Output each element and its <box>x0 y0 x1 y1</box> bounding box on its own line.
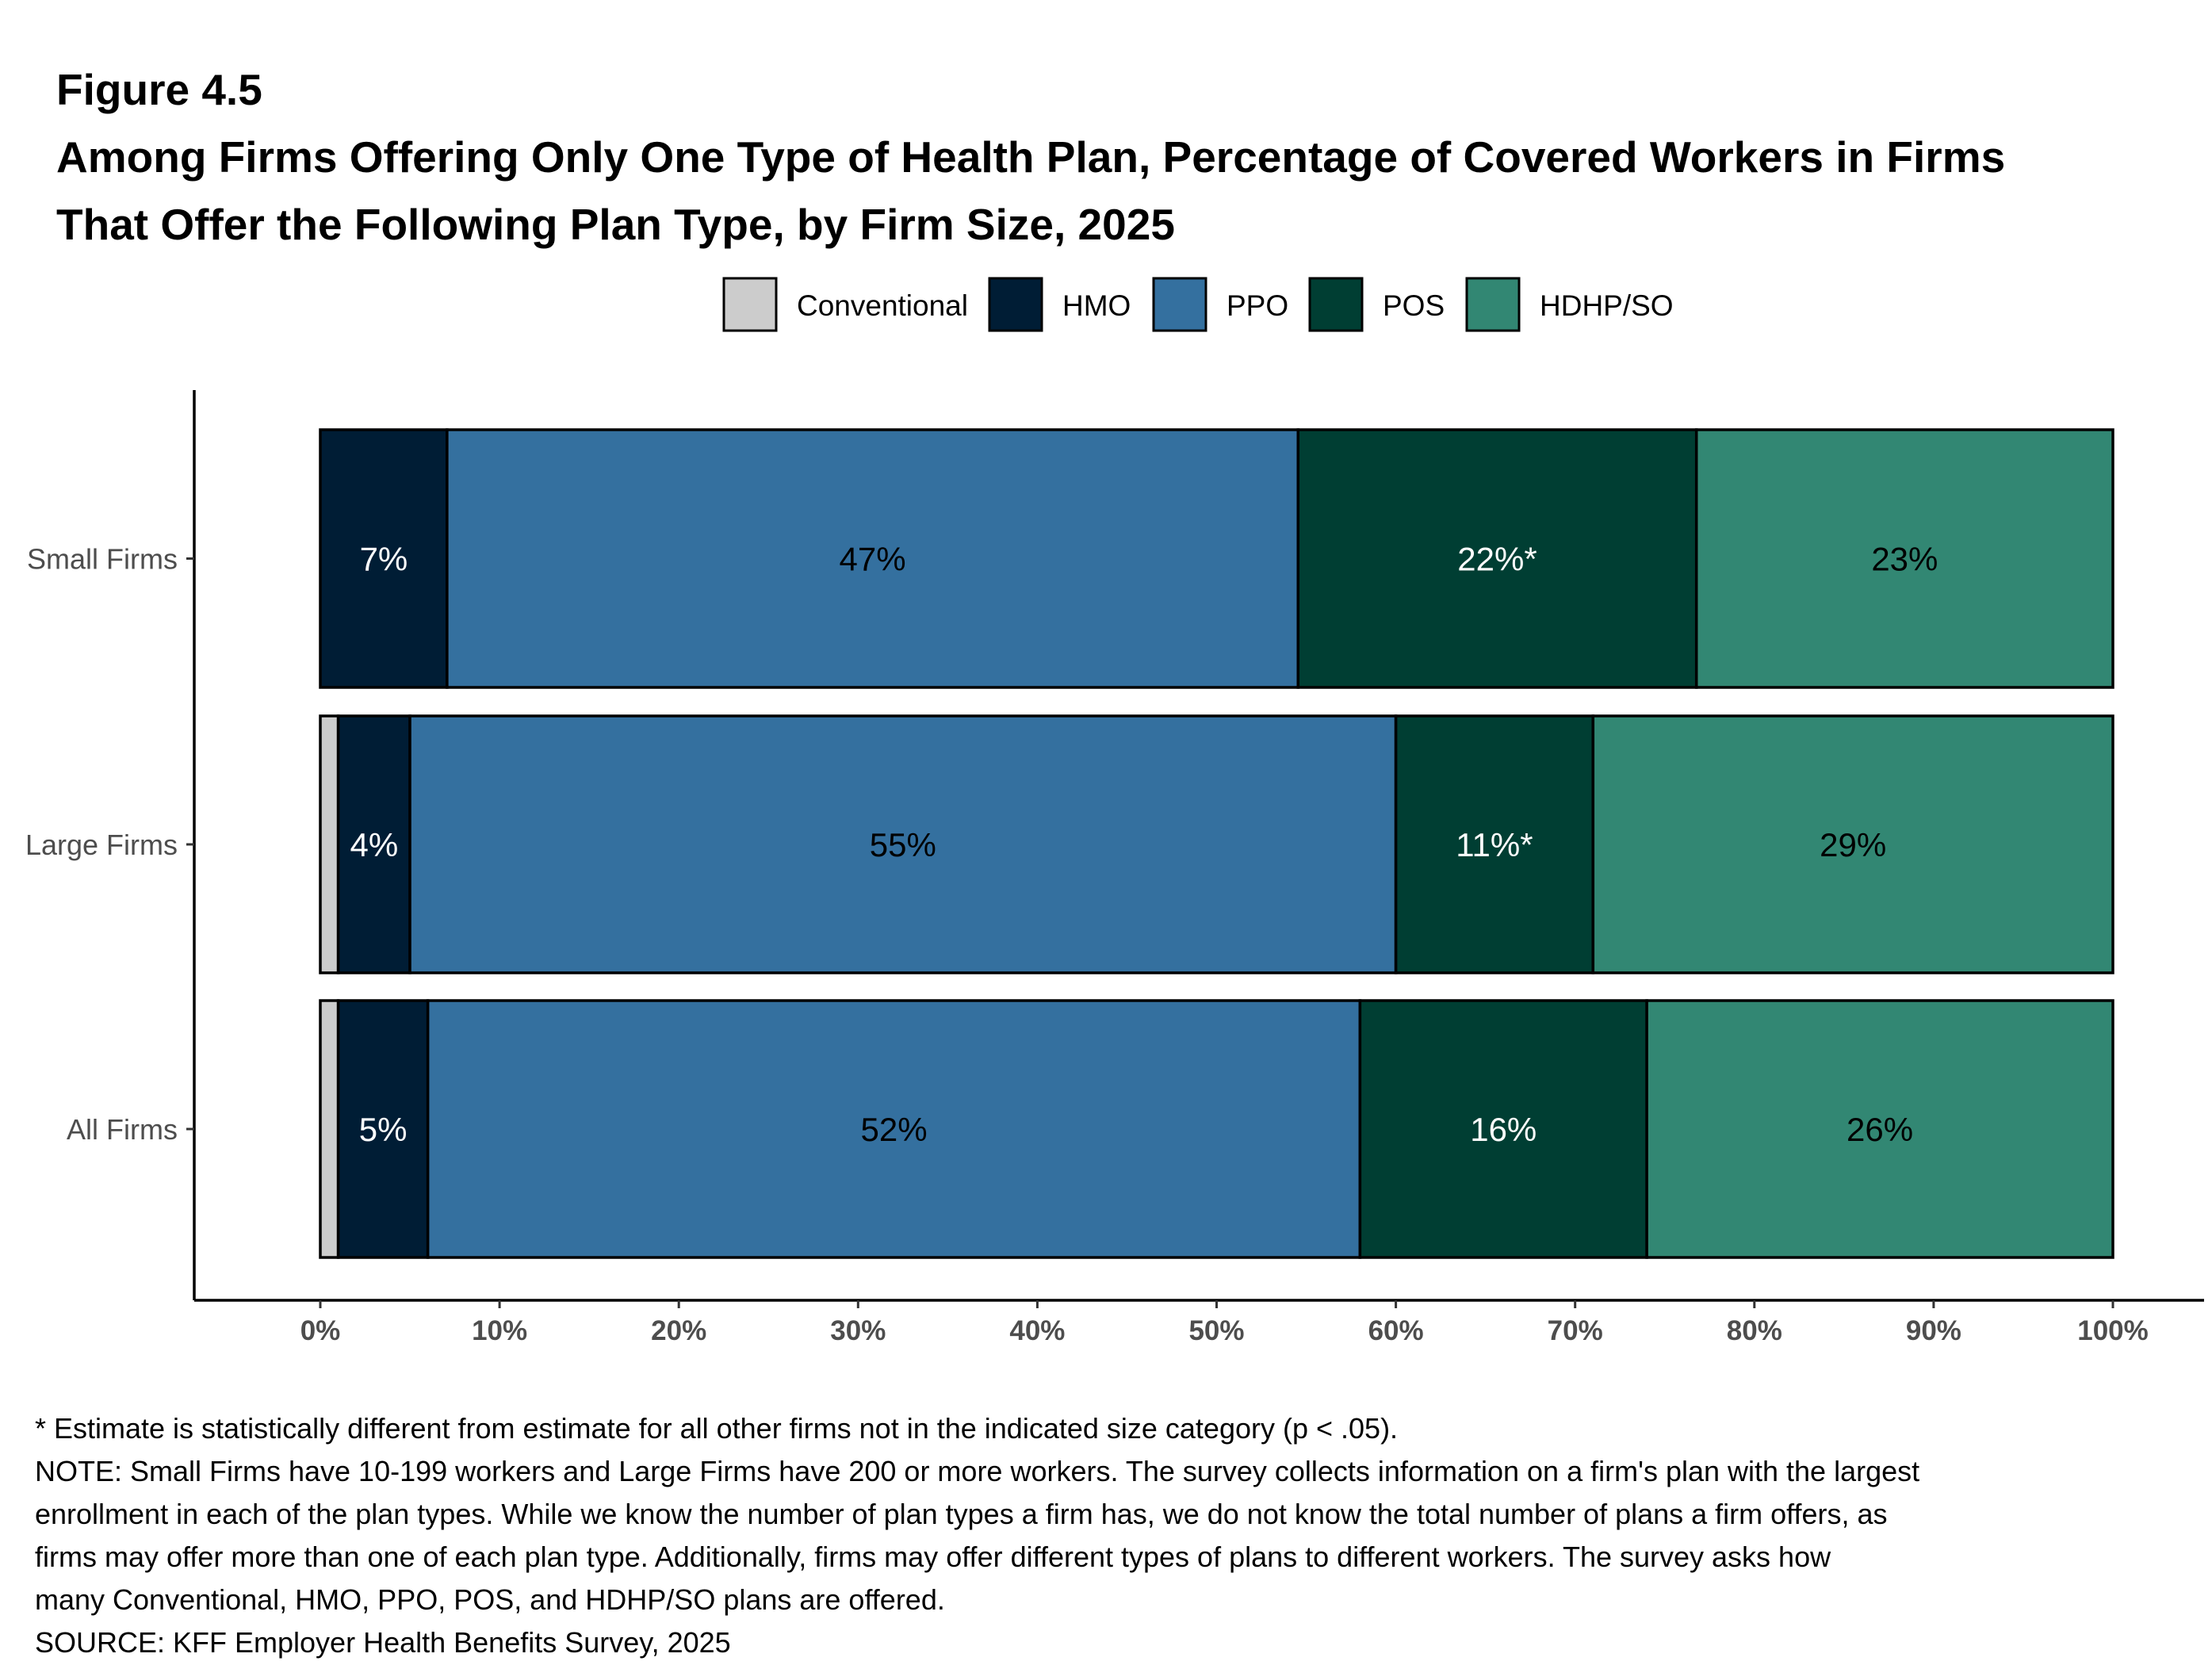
legend-swatch-hdhpso <box>1465 277 1521 332</box>
x-tick-label: 30% <box>830 1315 886 1346</box>
data-label: 16% <box>1470 1111 1537 1148</box>
legend-swatch-ppo <box>1152 277 1207 332</box>
x-tick-label: 100% <box>2077 1315 2149 1346</box>
x-tick-label: 40% <box>1009 1315 1065 1346</box>
data-label: 29% <box>1820 826 1886 863</box>
bar-segment-ppo <box>408 714 1398 974</box>
x-tick-label: 80% <box>1727 1315 1782 1346</box>
footnote-note-4: many Conventional, HMO, PPO, POS, and HD… <box>35 1583 945 1616</box>
y-tick-label: All Firms <box>67 1113 178 1146</box>
bar-segment-hdhpso <box>1694 428 2114 689</box>
bar-segment-conventional <box>319 999 340 1259</box>
bar-segment-ppo <box>426 999 1362 1259</box>
legend-label: POS <box>1383 289 1445 322</box>
legend-swatch-hmo <box>988 277 1043 332</box>
footnote-note-2: enrollment in each of the plan types. Wh… <box>35 1498 1888 1530</box>
legend-label: PPO <box>1227 289 1288 322</box>
bar-segment-conventional <box>319 714 340 974</box>
bar-segment-pos <box>1358 999 1648 1259</box>
data-label: 26% <box>1847 1111 1913 1148</box>
legend-swatch-conventional <box>722 277 778 332</box>
figure-label: Figure 4.5 <box>56 65 262 114</box>
legend-label: Conventional <box>797 289 968 322</box>
footnote-significance: * Estimate is statistically different fr… <box>35 1412 1399 1445</box>
data-label: 47% <box>840 541 906 578</box>
x-tick-label: 90% <box>1906 1315 1961 1346</box>
footnotes: * Estimate is statistically different fr… <box>35 1407 1919 1664</box>
x-tick-label: 20% <box>651 1315 706 1346</box>
bar-segment-hdhpso <box>1645 999 2114 1259</box>
bar-segment-pos <box>1394 714 1595 974</box>
x-tick-label: 50% <box>1188 1315 1244 1346</box>
bar-segment-hdhpso <box>1591 714 2114 974</box>
x-tick-label: 60% <box>1368 1315 1424 1346</box>
bar-segment-hmo <box>319 428 449 689</box>
y-tick-label: Large Firms <box>25 829 178 861</box>
data-label: 55% <box>870 826 936 863</box>
footnote-source: SOURCE: KFF Employer Health Benefits Sur… <box>35 1626 731 1659</box>
footnote-note-3: firms may offer more than one of each pl… <box>35 1541 1831 1573</box>
bar-segment-ppo <box>446 428 1300 689</box>
data-label: 11%* <box>1456 826 1533 863</box>
data-label: 23% <box>1871 541 1938 578</box>
data-label: 7% <box>360 541 408 578</box>
footnote-note-1: NOTE: Small Firms have 10-199 workers an… <box>35 1455 1920 1487</box>
data-label: 4% <box>350 826 398 863</box>
legend-label: HDHP/SO <box>1540 289 1674 322</box>
chart-title-line1: Among Firms Offering Only One Type of He… <box>56 132 2006 182</box>
x-tick-label: 0% <box>300 1315 341 1346</box>
x-tick-label: 10% <box>472 1315 527 1346</box>
data-label: 5% <box>359 1111 408 1148</box>
bar-segment-pos <box>1296 428 1698 689</box>
y-tick-label: Small Firms <box>27 543 178 576</box>
data-label: 22%* <box>1457 541 1537 578</box>
chart-title-line2: That Offer the Following Plan Type, by F… <box>56 200 1175 249</box>
legend-label: HMO <box>1062 289 1131 322</box>
legend-swatch-pos <box>1308 277 1364 332</box>
stacked-bar-chart: Conventional HMO PPO POS HDHP/SO 0% 10% 20% 30% 4… <box>25 277 2204 1346</box>
data-label: 52% <box>860 1111 927 1148</box>
x-tick-label: 70% <box>1548 1315 1603 1346</box>
